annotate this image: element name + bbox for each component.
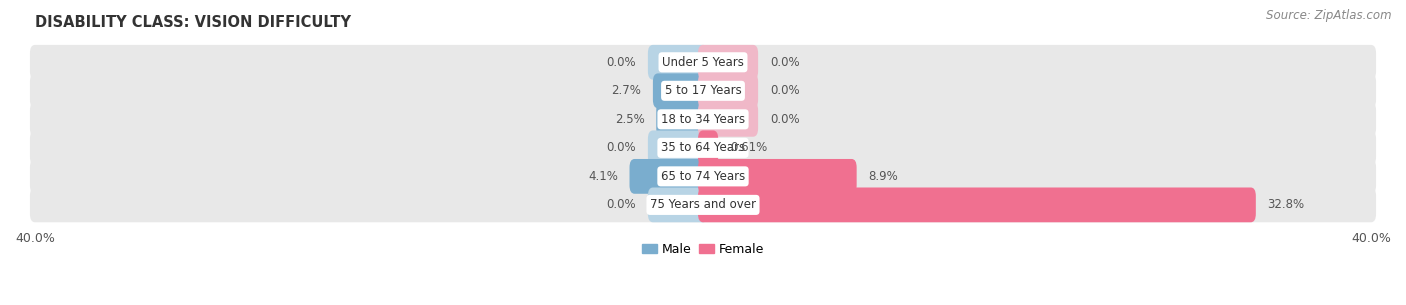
Text: 2.7%: 2.7% (612, 84, 641, 97)
Text: 0.0%: 0.0% (606, 141, 636, 154)
Text: 0.0%: 0.0% (606, 198, 636, 211)
FancyBboxPatch shape (30, 45, 1376, 80)
Text: 0.0%: 0.0% (770, 56, 800, 69)
Text: 8.9%: 8.9% (869, 170, 898, 183)
FancyBboxPatch shape (657, 102, 709, 137)
Text: 0.0%: 0.0% (770, 84, 800, 97)
FancyBboxPatch shape (652, 74, 709, 108)
FancyBboxPatch shape (648, 45, 709, 80)
Text: 18 to 34 Years: 18 to 34 Years (661, 113, 745, 126)
Legend: Male, Female: Male, Female (637, 238, 769, 261)
FancyBboxPatch shape (697, 159, 856, 194)
Text: Source: ZipAtlas.com: Source: ZipAtlas.com (1267, 9, 1392, 22)
FancyBboxPatch shape (30, 131, 1376, 165)
FancyBboxPatch shape (30, 102, 1376, 137)
FancyBboxPatch shape (630, 159, 709, 194)
FancyBboxPatch shape (697, 74, 758, 108)
FancyBboxPatch shape (30, 74, 1376, 108)
FancyBboxPatch shape (648, 188, 709, 222)
FancyBboxPatch shape (30, 159, 1376, 194)
FancyBboxPatch shape (697, 188, 1256, 222)
Text: 0.61%: 0.61% (730, 141, 768, 154)
Text: 75 Years and over: 75 Years and over (650, 198, 756, 211)
Text: 0.0%: 0.0% (770, 113, 800, 126)
FancyBboxPatch shape (697, 131, 718, 165)
FancyBboxPatch shape (648, 131, 709, 165)
Text: 4.1%: 4.1% (588, 170, 617, 183)
Text: 2.5%: 2.5% (614, 113, 644, 126)
Text: 35 to 64 Years: 35 to 64 Years (661, 141, 745, 154)
FancyBboxPatch shape (697, 45, 758, 80)
Text: 32.8%: 32.8% (1268, 198, 1305, 211)
FancyBboxPatch shape (697, 102, 758, 137)
Text: 65 to 74 Years: 65 to 74 Years (661, 170, 745, 183)
Text: DISABILITY CLASS: VISION DIFFICULTY: DISABILITY CLASS: VISION DIFFICULTY (35, 15, 352, 30)
FancyBboxPatch shape (30, 188, 1376, 222)
Text: Under 5 Years: Under 5 Years (662, 56, 744, 69)
Text: 5 to 17 Years: 5 to 17 Years (665, 84, 741, 97)
Text: 0.0%: 0.0% (606, 56, 636, 69)
